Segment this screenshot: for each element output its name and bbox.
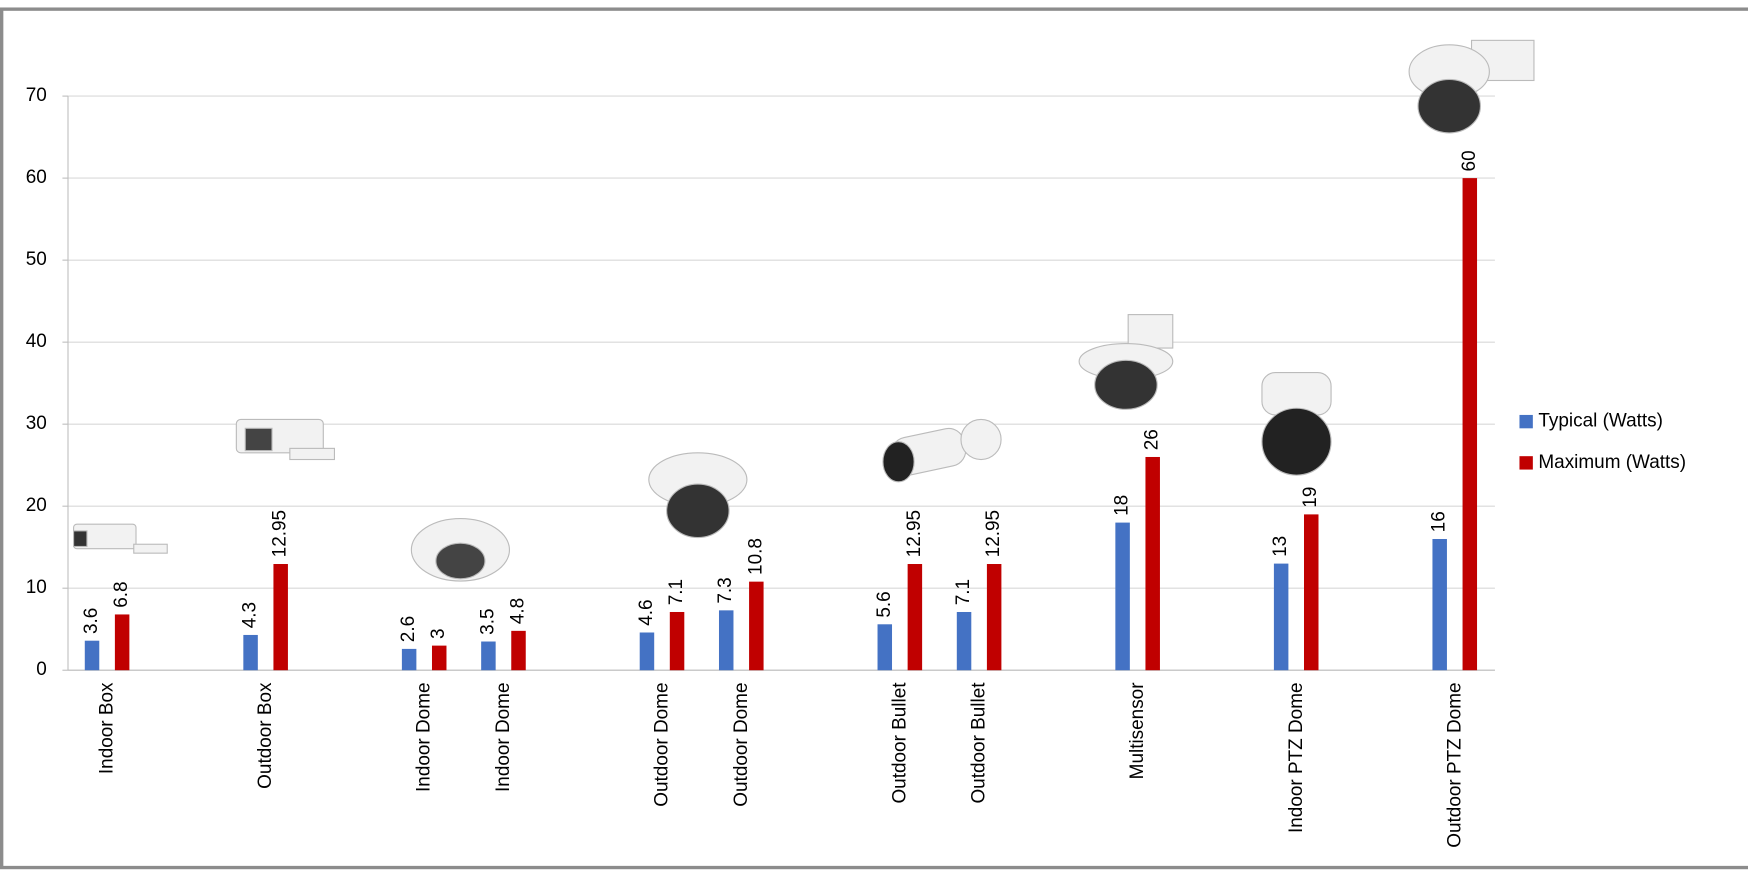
bar bbox=[84, 640, 100, 671]
y-tick-label: 30 bbox=[26, 413, 47, 434]
data-label: 4.8 bbox=[508, 598, 529, 624]
data-label: 7.1 bbox=[953, 579, 974, 605]
legend-swatch bbox=[1519, 414, 1533, 429]
bar bbox=[669, 611, 685, 671]
camera-icon bbox=[1261, 372, 1332, 476]
bar bbox=[401, 648, 417, 671]
camera-icon bbox=[235, 418, 335, 461]
bar bbox=[1145, 456, 1160, 671]
legend-label: Typical (Watts) bbox=[1538, 411, 1663, 432]
x-tick-label: Outdoor Bullet bbox=[889, 682, 910, 804]
bar bbox=[639, 632, 655, 671]
bar bbox=[431, 645, 447, 671]
bar bbox=[956, 611, 972, 671]
data-label: 6.8 bbox=[111, 581, 132, 607]
bar bbox=[1304, 514, 1319, 671]
x-tick-label: Indoor PTZ Dome bbox=[1286, 682, 1307, 833]
bar bbox=[1273, 563, 1289, 671]
data-label: 4.3 bbox=[240, 602, 261, 628]
data-label: 12.95 bbox=[270, 510, 291, 557]
bar bbox=[907, 564, 923, 671]
bar bbox=[114, 614, 130, 671]
bar bbox=[1432, 538, 1447, 671]
bar bbox=[877, 624, 893, 671]
data-label: 3.5 bbox=[477, 608, 498, 634]
data-label: 19 bbox=[1300, 487, 1321, 508]
bar bbox=[481, 641, 496, 671]
x-tick-label: Multisensor bbox=[1127, 682, 1148, 779]
x-tick-label: Outdoor Dome bbox=[731, 682, 752, 806]
data-label: 60 bbox=[1459, 150, 1480, 171]
x-tick-label: Indoor Dome bbox=[493, 682, 514, 791]
camera-icon bbox=[1408, 39, 1535, 134]
bar bbox=[718, 610, 734, 671]
data-label: 16 bbox=[1429, 511, 1450, 532]
data-label: 3 bbox=[428, 628, 449, 639]
x-tick-label: Indoor Dome bbox=[414, 682, 435, 791]
x-tick-label: Outdoor Bullet bbox=[969, 682, 990, 804]
bar bbox=[986, 564, 1002, 671]
camera-icon bbox=[648, 452, 748, 539]
y-tick-label: 60 bbox=[26, 167, 47, 188]
legend-label: Maximum (Watts) bbox=[1538, 452, 1686, 473]
y-tick-label: 50 bbox=[26, 249, 47, 270]
data-label: 5.6 bbox=[874, 591, 895, 617]
data-label: 7.3 bbox=[715, 577, 736, 603]
bar bbox=[749, 581, 764, 671]
data-label: 18 bbox=[1112, 495, 1133, 516]
x-tick-label: Indoor Box bbox=[97, 682, 118, 774]
data-label: 4.6 bbox=[636, 599, 657, 625]
data-label: 13 bbox=[1270, 536, 1291, 557]
y-tick-label: 0 bbox=[36, 659, 47, 680]
y-tick-label: 10 bbox=[26, 577, 47, 598]
data-label: 2.6 bbox=[398, 616, 419, 642]
camera-icon bbox=[410, 518, 511, 582]
bar bbox=[243, 634, 258, 671]
camera-icon bbox=[73, 523, 168, 554]
data-label: 3.6 bbox=[81, 608, 102, 634]
x-tick-label: Outdoor PTZ Dome bbox=[1444, 682, 1465, 847]
x-tick-label: Outdoor Box bbox=[255, 682, 276, 789]
camera-icon bbox=[1078, 314, 1174, 410]
bar bbox=[1462, 178, 1478, 671]
camera-icons bbox=[73, 39, 1535, 582]
x-tick-label: Outdoor Dome bbox=[652, 682, 673, 806]
y-tick-label: 40 bbox=[26, 331, 47, 352]
bar bbox=[1115, 522, 1130, 671]
bar bbox=[511, 630, 526, 671]
y-tick-label: 70 bbox=[26, 85, 47, 106]
data-label: 12.95 bbox=[983, 510, 1004, 557]
legend-swatch bbox=[1519, 456, 1533, 470]
bar bbox=[273, 564, 288, 671]
data-label: 7.1 bbox=[666, 579, 687, 605]
data-label: 10.8 bbox=[745, 538, 766, 575]
y-tick-label: 20 bbox=[26, 495, 47, 516]
camera-icon bbox=[882, 418, 1002, 483]
data-label: 26 bbox=[1142, 429, 1163, 450]
data-label: 12.95 bbox=[904, 510, 925, 557]
